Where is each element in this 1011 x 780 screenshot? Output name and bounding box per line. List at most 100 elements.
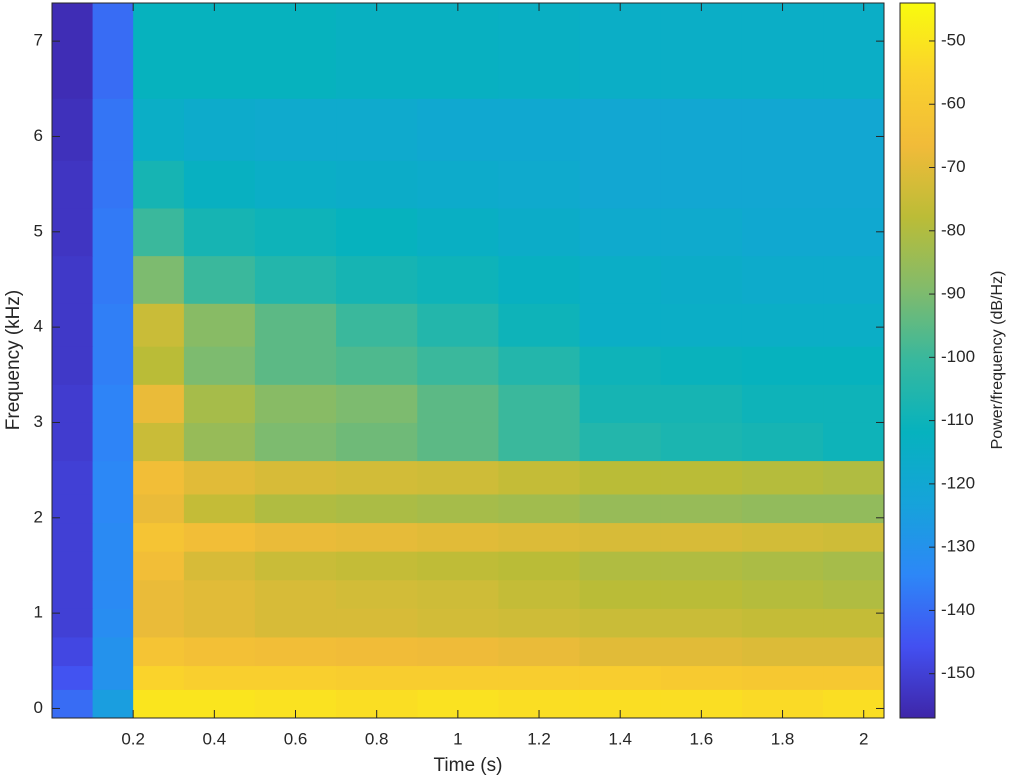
heatmap-cell — [741, 551, 824, 581]
heatmap-cell — [417, 207, 499, 257]
heatmap-cell — [183, 579, 256, 609]
heatmap-cell — [133, 384, 185, 423]
x-tick-label: 1.2 — [527, 729, 551, 748]
heatmap-cell — [417, 3, 499, 99]
heatmap-cell — [579, 384, 662, 423]
heatmap-cell — [254, 207, 337, 257]
heatmap-cell — [336, 551, 418, 581]
heatmap-cell — [579, 346, 662, 385]
heatmap-cell — [498, 551, 581, 581]
heatmap-cell — [579, 98, 662, 161]
heatmap-cell — [823, 98, 885, 161]
colorbar — [899, 2, 936, 719]
heatmap-cell — [336, 579, 418, 609]
heatmap-cell — [336, 255, 418, 304]
heatmap-cell — [92, 636, 134, 667]
heatmap-cell — [133, 303, 185, 347]
heatmap-cell — [417, 460, 499, 495]
heatmap-cell — [183, 422, 256, 462]
heatmap-cell — [498, 665, 581, 690]
heatmap-cell — [52, 460, 94, 495]
heatmap-cell — [92, 493, 134, 524]
heatmap-cell — [133, 665, 185, 690]
heatmap-cell — [823, 608, 885, 638]
colorbar-tick-label: -130 — [941, 537, 975, 556]
heatmap-cell — [741, 303, 824, 347]
heatmap-cell — [660, 522, 743, 552]
colorbar-tick-label: -120 — [941, 473, 975, 492]
heatmap-cell — [498, 303, 581, 347]
heatmap-cell — [133, 460, 185, 495]
heatmap-cell — [183, 384, 256, 423]
heatmap-cell — [417, 384, 499, 423]
heatmap-cell — [823, 522, 885, 552]
heatmap-cell — [417, 665, 499, 690]
heatmap-cell — [183, 3, 256, 99]
heatmap-cell — [336, 493, 418, 524]
heatmap-cell — [579, 422, 662, 462]
heatmap-cell — [133, 493, 185, 524]
heatmap-cell — [498, 493, 581, 524]
heatmap-cell — [660, 303, 743, 347]
heatmap-cell — [133, 98, 185, 161]
x-tick-label: 0.2 — [121, 729, 145, 748]
colorbar-tick-label: -150 — [941, 663, 975, 682]
heatmap-cell — [92, 207, 134, 257]
heatmap-cell — [183, 346, 256, 385]
heatmap-cell — [579, 207, 662, 257]
heatmap-cell — [92, 3, 134, 99]
y-tick-label: 1 — [34, 603, 43, 622]
heatmap-cell — [336, 3, 418, 99]
y-tick-label: 7 — [34, 31, 43, 50]
x-tick-label: 1 — [453, 729, 462, 748]
heatmap-cell — [336, 608, 418, 638]
colorbar-tick-label: -60 — [941, 94, 966, 113]
heatmap-cell — [498, 207, 581, 257]
heatmap-cell — [254, 346, 337, 385]
heatmap-cell — [336, 636, 418, 667]
heatmap-cell — [183, 255, 256, 304]
x-tick-label: 0.8 — [365, 729, 389, 748]
heatmap-cell — [579, 665, 662, 690]
x-tick-label: 0.4 — [203, 729, 227, 748]
heatmap-cell — [183, 689, 256, 719]
heatmap-cell — [254, 579, 337, 609]
heatmap-cell — [92, 579, 134, 609]
heatmap-cell — [336, 384, 418, 423]
heatmap-cell — [660, 551, 743, 581]
heatmap-cell — [52, 551, 94, 581]
heatmap-cell — [183, 608, 256, 638]
colorbar-tick-label: -100 — [941, 347, 975, 366]
heatmap-cell — [823, 384, 885, 423]
colorbar-tick-label: -140 — [941, 600, 975, 619]
y-tick-label: 0 — [34, 698, 43, 717]
heatmap-cell — [823, 3, 885, 99]
heatmap-cell — [498, 636, 581, 667]
heatmap-cell — [183, 493, 256, 524]
colorbar-tick-label: -50 — [941, 30, 966, 49]
heatmap-cell — [579, 522, 662, 552]
heatmap-cell — [254, 665, 337, 690]
heatmap-cell — [254, 522, 337, 552]
heatmap-cell — [498, 460, 581, 495]
heatmap-cell — [52, 636, 94, 667]
heatmap — [52, 3, 885, 719]
heatmap-cell — [417, 579, 499, 609]
heatmap-cell — [52, 303, 94, 347]
heatmap-cell — [183, 160, 256, 209]
heatmap-cell — [183, 303, 256, 347]
heatmap-cell — [92, 98, 134, 161]
heatmap-cell — [660, 3, 743, 99]
heatmap-cell — [336, 207, 418, 257]
colorbar-tick-label: -70 — [941, 157, 966, 176]
heatmap-cell — [498, 98, 581, 161]
heatmap-cell — [741, 460, 824, 495]
heatmap-cell — [52, 522, 94, 552]
y-tick-label: 6 — [34, 126, 43, 145]
heatmap-cell — [133, 422, 185, 462]
heatmap-cell — [823, 689, 885, 719]
heatmap-cell — [579, 255, 662, 304]
heatmap-cell — [417, 608, 499, 638]
heatmap-cell — [254, 460, 337, 495]
x-tick-label: 2 — [859, 729, 868, 748]
